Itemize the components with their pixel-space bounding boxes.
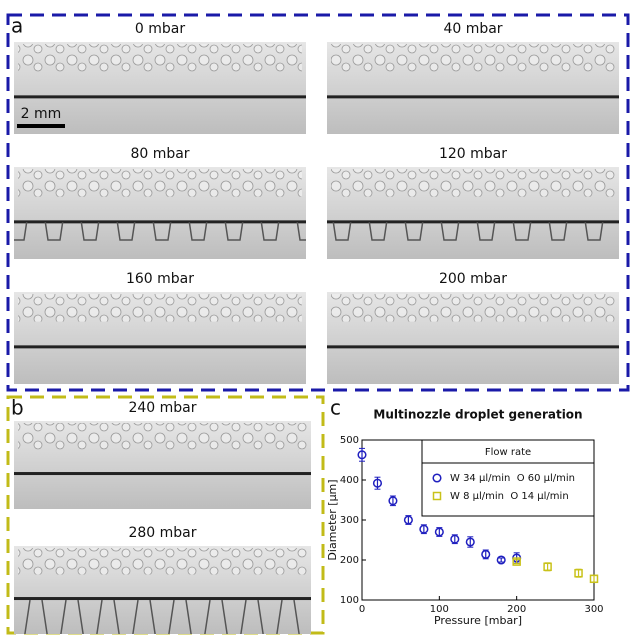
data-point <box>496 555 506 565</box>
scale-bar-label: 2 mm <box>21 106 62 122</box>
x-tick-label: 100 <box>430 604 449 615</box>
image-label: 160 mbar <box>126 271 194 287</box>
data-point <box>543 562 552 572</box>
x-axis-label: Pressure [mbar] <box>434 614 522 627</box>
channel-edge <box>327 345 619 349</box>
legend-title: Flow rate <box>485 447 531 458</box>
nozzle-array <box>14 347 306 384</box>
image-label: 40 mbar <box>443 21 502 37</box>
legend-label: W 34 µl/min O 60 µl/min <box>450 473 575 484</box>
data-point <box>419 524 429 534</box>
droplets <box>331 294 615 322</box>
data-point <box>357 450 367 460</box>
data-point <box>465 537 475 547</box>
x-tick-label: 200 <box>507 604 526 615</box>
x-tick-label: 300 <box>584 604 603 615</box>
channel-edge <box>327 220 619 224</box>
data-point <box>589 574 599 584</box>
chart-title: Multinozzle droplet generation <box>373 408 582 422</box>
x-tick-label: 0 <box>359 604 365 615</box>
panel-label: c <box>330 396 341 420</box>
data-point <box>372 478 383 488</box>
image-label: 200 mbar <box>439 271 507 287</box>
data-point <box>481 549 491 559</box>
scale-bar <box>17 124 65 128</box>
data-point <box>434 527 444 537</box>
y-tick-label: 500 <box>340 435 359 446</box>
data-point <box>574 568 583 578</box>
legend-box <box>421 439 595 517</box>
y-tick-label: 400 <box>340 475 359 486</box>
nozzle-array <box>14 222 306 259</box>
data-point <box>388 496 398 506</box>
droplets <box>18 294 302 322</box>
y-tick-label: 200 <box>340 555 359 566</box>
channel-edge <box>327 95 619 99</box>
nozzle-array <box>327 347 619 384</box>
droplets <box>18 423 307 450</box>
image-label: 80 mbar <box>130 146 189 162</box>
droplets <box>331 169 615 197</box>
panel-label: b <box>11 396 24 420</box>
nozzle-array <box>14 473 311 509</box>
channel-edge <box>14 220 306 224</box>
y-axis-label: Diameter [µm] <box>326 479 339 560</box>
nozzle-array <box>327 97 619 134</box>
data-point <box>450 534 460 544</box>
nozzle-array <box>14 598 311 634</box>
data-point <box>512 557 521 566</box>
channel-edge <box>14 597 311 601</box>
droplets <box>18 548 307 575</box>
nozzle-array <box>327 222 619 259</box>
panel-a-border <box>6 13 630 392</box>
legend-marker <box>432 473 442 483</box>
droplets <box>18 169 302 197</box>
data-point <box>403 515 413 525</box>
droplets <box>331 44 615 72</box>
image-label: 280 mbar <box>128 525 196 541</box>
image-label: 240 mbar <box>128 400 196 416</box>
image-label: 0 mbar <box>135 21 185 37</box>
legend-label: W 8 µl/min O 14 µl/min <box>450 491 569 502</box>
image-label: 120 mbar <box>439 146 507 162</box>
y-tick-label: 300 <box>340 515 359 526</box>
droplets <box>18 44 302 72</box>
panel-label: a <box>11 14 23 38</box>
channel-edge <box>14 345 306 349</box>
legend-marker <box>432 491 442 501</box>
y-tick-label: 100 <box>340 595 359 606</box>
channel-edge <box>14 472 311 476</box>
channel-edge <box>14 95 306 99</box>
